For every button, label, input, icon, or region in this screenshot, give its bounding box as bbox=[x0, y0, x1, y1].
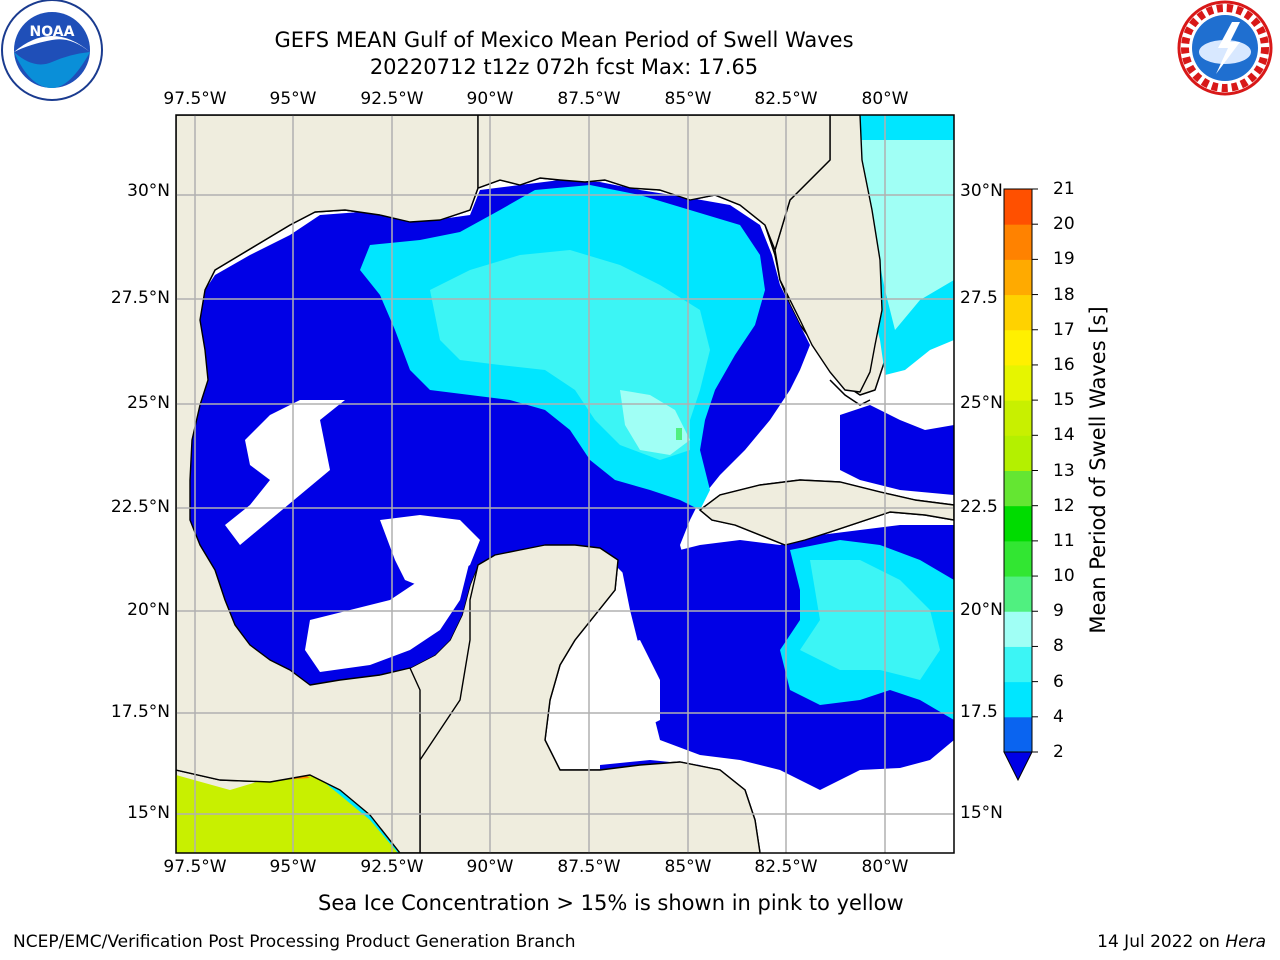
colorbar-label: Mean Period of Swell Waves [s] bbox=[1086, 306, 1110, 634]
lon-label-top: 85°W bbox=[664, 89, 712, 109]
map-subtitle: 20220712 t12z 072h fcst Max: 17.65 bbox=[369, 55, 759, 79]
colorbar-band bbox=[1004, 505, 1032, 542]
lon-label-top: 97.5°W bbox=[163, 89, 227, 109]
lon-label-bottom: 87.5°W bbox=[557, 857, 621, 877]
colorbar-band bbox=[1004, 224, 1032, 260]
lat-label-left: 22.5°N bbox=[110, 497, 170, 517]
footer-date: 14 Jul 2022 on bbox=[1097, 932, 1226, 952]
colorbar-band bbox=[1004, 435, 1032, 471]
colorbar-band bbox=[1004, 329, 1032, 366]
swell-period-field bbox=[176, 115, 954, 853]
lon-label-bottom: 92.5°W bbox=[360, 857, 424, 877]
colorbar-band bbox=[1004, 294, 1032, 331]
colorbar-tick-label: 17 bbox=[1053, 319, 1075, 340]
footer-right: 14 Jul 2022 on Hera bbox=[1097, 932, 1266, 952]
colorbar-tick-label: 12 bbox=[1053, 495, 1075, 516]
lon-label-bottom: 80°W bbox=[861, 857, 909, 877]
lon-label-top: 87.5°W bbox=[557, 89, 621, 109]
footer-host: Hera bbox=[1225, 932, 1266, 952]
nws-logo bbox=[1177, 0, 1273, 96]
colorbar-tick-label: 2 bbox=[1053, 742, 1064, 762]
lat-label-right: 27.5 bbox=[960, 288, 998, 308]
lat-label-left: 30°N bbox=[127, 181, 170, 201]
colorbar-tick-label: 20 bbox=[1053, 214, 1075, 235]
lon-label-bottom: 97.5°W bbox=[163, 857, 227, 877]
colorbar-tick-label: 4 bbox=[1053, 706, 1064, 727]
colorbar-tick-label: 19 bbox=[1053, 249, 1075, 270]
lon-label-bottom: 82.5°W bbox=[754, 857, 818, 877]
noaa-logo: NOAA bbox=[1, 0, 103, 101]
colorbar-band bbox=[1004, 716, 1032, 753]
colorbar-extend-triangle bbox=[1003, 751, 1033, 782]
colorbar-tick-label: 10 bbox=[1053, 566, 1075, 587]
colorbar-tick-label: 16 bbox=[1053, 354, 1075, 375]
colorbar-tick-label: 13 bbox=[1053, 460, 1075, 481]
lat-label-right: 15°N bbox=[960, 803, 1003, 823]
colorbar-band bbox=[1004, 646, 1032, 683]
colorbar-tick-label: 8 bbox=[1053, 636, 1064, 657]
lat-label-left: 25°N bbox=[127, 393, 170, 413]
colorbar-band bbox=[1004, 364, 1032, 401]
lon-label-bottom: 90°W bbox=[466, 857, 514, 877]
lon-label-bottom: 95°W bbox=[269, 857, 317, 877]
lat-label-right: 30°N bbox=[960, 181, 1003, 201]
svg-text:NOAA: NOAA bbox=[30, 24, 75, 40]
lon-label-bottom: 85°W bbox=[664, 857, 712, 877]
lat-label-left: 15°N bbox=[127, 803, 170, 823]
colorbar-tick-label: 18 bbox=[1053, 284, 1075, 305]
colorbar-band bbox=[1004, 611, 1032, 647]
map-frame bbox=[175, 114, 955, 854]
footer-left: NCEP/EMC/Verification Post Processing Pr… bbox=[13, 932, 576, 952]
colorbar-tick-label: 11 bbox=[1053, 530, 1075, 551]
lon-label-top: 82.5°W bbox=[754, 89, 818, 109]
lat-label-left: 27.5°N bbox=[110, 288, 170, 308]
colorbar bbox=[1003, 188, 1038, 782]
colorbar-band bbox=[1004, 470, 1032, 507]
colorbar-tick-label: 6 bbox=[1053, 671, 1064, 692]
lat-label-left: 20°N bbox=[127, 600, 170, 620]
lat-label-right: 22.5 bbox=[960, 497, 998, 517]
colorbar-tick-label: 9 bbox=[1053, 601, 1064, 622]
colorbar-band bbox=[1004, 189, 1032, 225]
lat-label-right: 20°N bbox=[960, 600, 1003, 620]
lat-label-right: 25°N bbox=[960, 393, 1003, 413]
colorbar-tick-label: 15 bbox=[1053, 390, 1075, 411]
colorbar-tick-label: 21 bbox=[1053, 179, 1075, 199]
lat-label-left: 17.5°N bbox=[110, 702, 170, 722]
colorbar-tick-label: 14 bbox=[1053, 425, 1075, 446]
colorbar-band bbox=[1004, 540, 1032, 577]
lat-label-right: 17.5 bbox=[960, 702, 998, 722]
lon-label-top: 92.5°W bbox=[360, 89, 424, 109]
gridlines bbox=[176, 115, 954, 853]
colorbar-band bbox=[1004, 681, 1032, 718]
colorbar-band bbox=[1004, 259, 1032, 296]
lon-label-top: 90°W bbox=[466, 89, 514, 109]
lon-label-top: 95°W bbox=[269, 89, 317, 109]
colorbar-band bbox=[1004, 400, 1032, 436]
colorbar-band bbox=[1004, 576, 1032, 612]
map-title: GEFS MEAN Gulf of Mexico Mean Period of … bbox=[274, 28, 854, 52]
sea-ice-caption: Sea Ice Concentration > 15% is shown in … bbox=[318, 891, 904, 915]
lon-label-top: 80°W bbox=[861, 89, 909, 109]
